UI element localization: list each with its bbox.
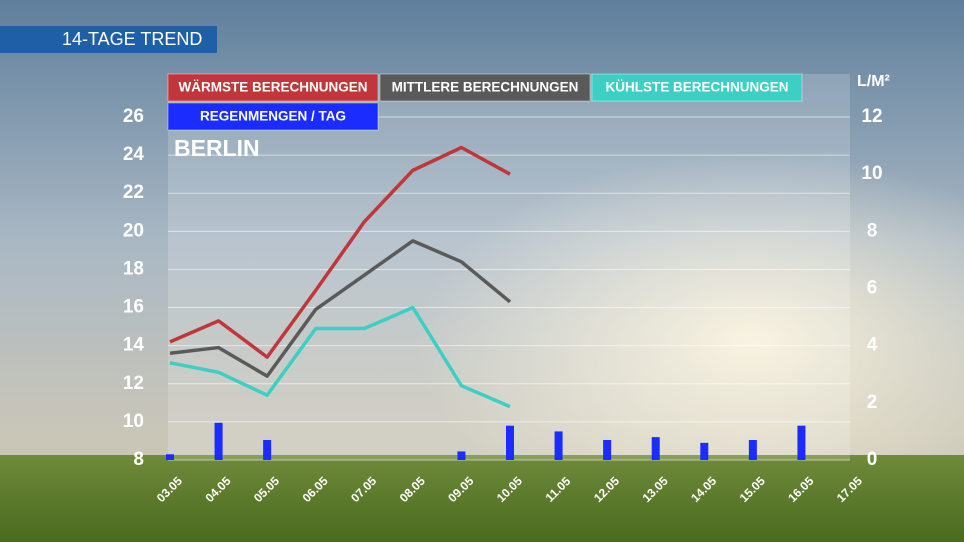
rain-bar — [506, 425, 514, 460]
rain-bar — [748, 439, 757, 460]
y-tick-label: 16 — [123, 297, 144, 318]
y-tick-label: 8 — [133, 449, 144, 470]
legend-label: KÜHLSTE BERECHNUNGEN — [605, 80, 788, 95]
rain-bar — [651, 437, 660, 460]
legend-label: MITTLERE BERECHNUNGEN — [392, 80, 579, 95]
y-tick-label: 24 — [123, 144, 145, 165]
y-tick-label: 26 — [123, 106, 144, 127]
rain-bar — [603, 439, 612, 460]
trend-line — [169, 145, 511, 359]
rain-bar — [166, 454, 174, 460]
y2-tick-label: 0 — [867, 449, 878, 470]
chart-title: 14-TAGE TREND — [62, 29, 202, 49]
y-tick-label: 10 — [123, 411, 144, 432]
y-tick-label: 20 — [123, 220, 144, 241]
city-label: BERLIN — [174, 135, 260, 161]
y-tick-label: 22 — [123, 182, 144, 203]
y2-tick-label: 4 — [867, 335, 878, 356]
title-banner — [0, 26, 217, 53]
y2-tick-label: 12 — [861, 106, 882, 127]
y2-axis-label: L/M² — [857, 73, 890, 90]
y2-tick-label: 2 — [867, 392, 878, 413]
y-tick-label: 14 — [123, 335, 145, 356]
rain-bar — [554, 431, 563, 460]
y-tick-label: 12 — [123, 373, 144, 394]
y2-tick-label: 6 — [867, 278, 878, 299]
rain-bar — [263, 439, 272, 460]
rain-bar — [214, 422, 223, 460]
legend-box — [167, 73, 379, 102]
rain-bar — [457, 451, 466, 460]
y-tick-label: 18 — [123, 258, 144, 279]
legend-box — [167, 102, 379, 131]
trend-line — [169, 239, 512, 378]
legend-label: WÄRMSTE BERECHNUNGEN — [179, 80, 368, 95]
legend-box — [591, 73, 803, 102]
rain-bar — [700, 442, 709, 460]
y2-tick-label: 10 — [861, 163, 882, 184]
rain-bar — [797, 425, 806, 460]
legend-label: REGENMENGEN / TAG — [200, 109, 346, 124]
legend-box — [379, 73, 591, 102]
plot-panel — [168, 74, 850, 460]
trend-line — [169, 305, 511, 409]
background-field — [0, 455, 964, 542]
y2-tick-label: 8 — [867, 220, 878, 241]
